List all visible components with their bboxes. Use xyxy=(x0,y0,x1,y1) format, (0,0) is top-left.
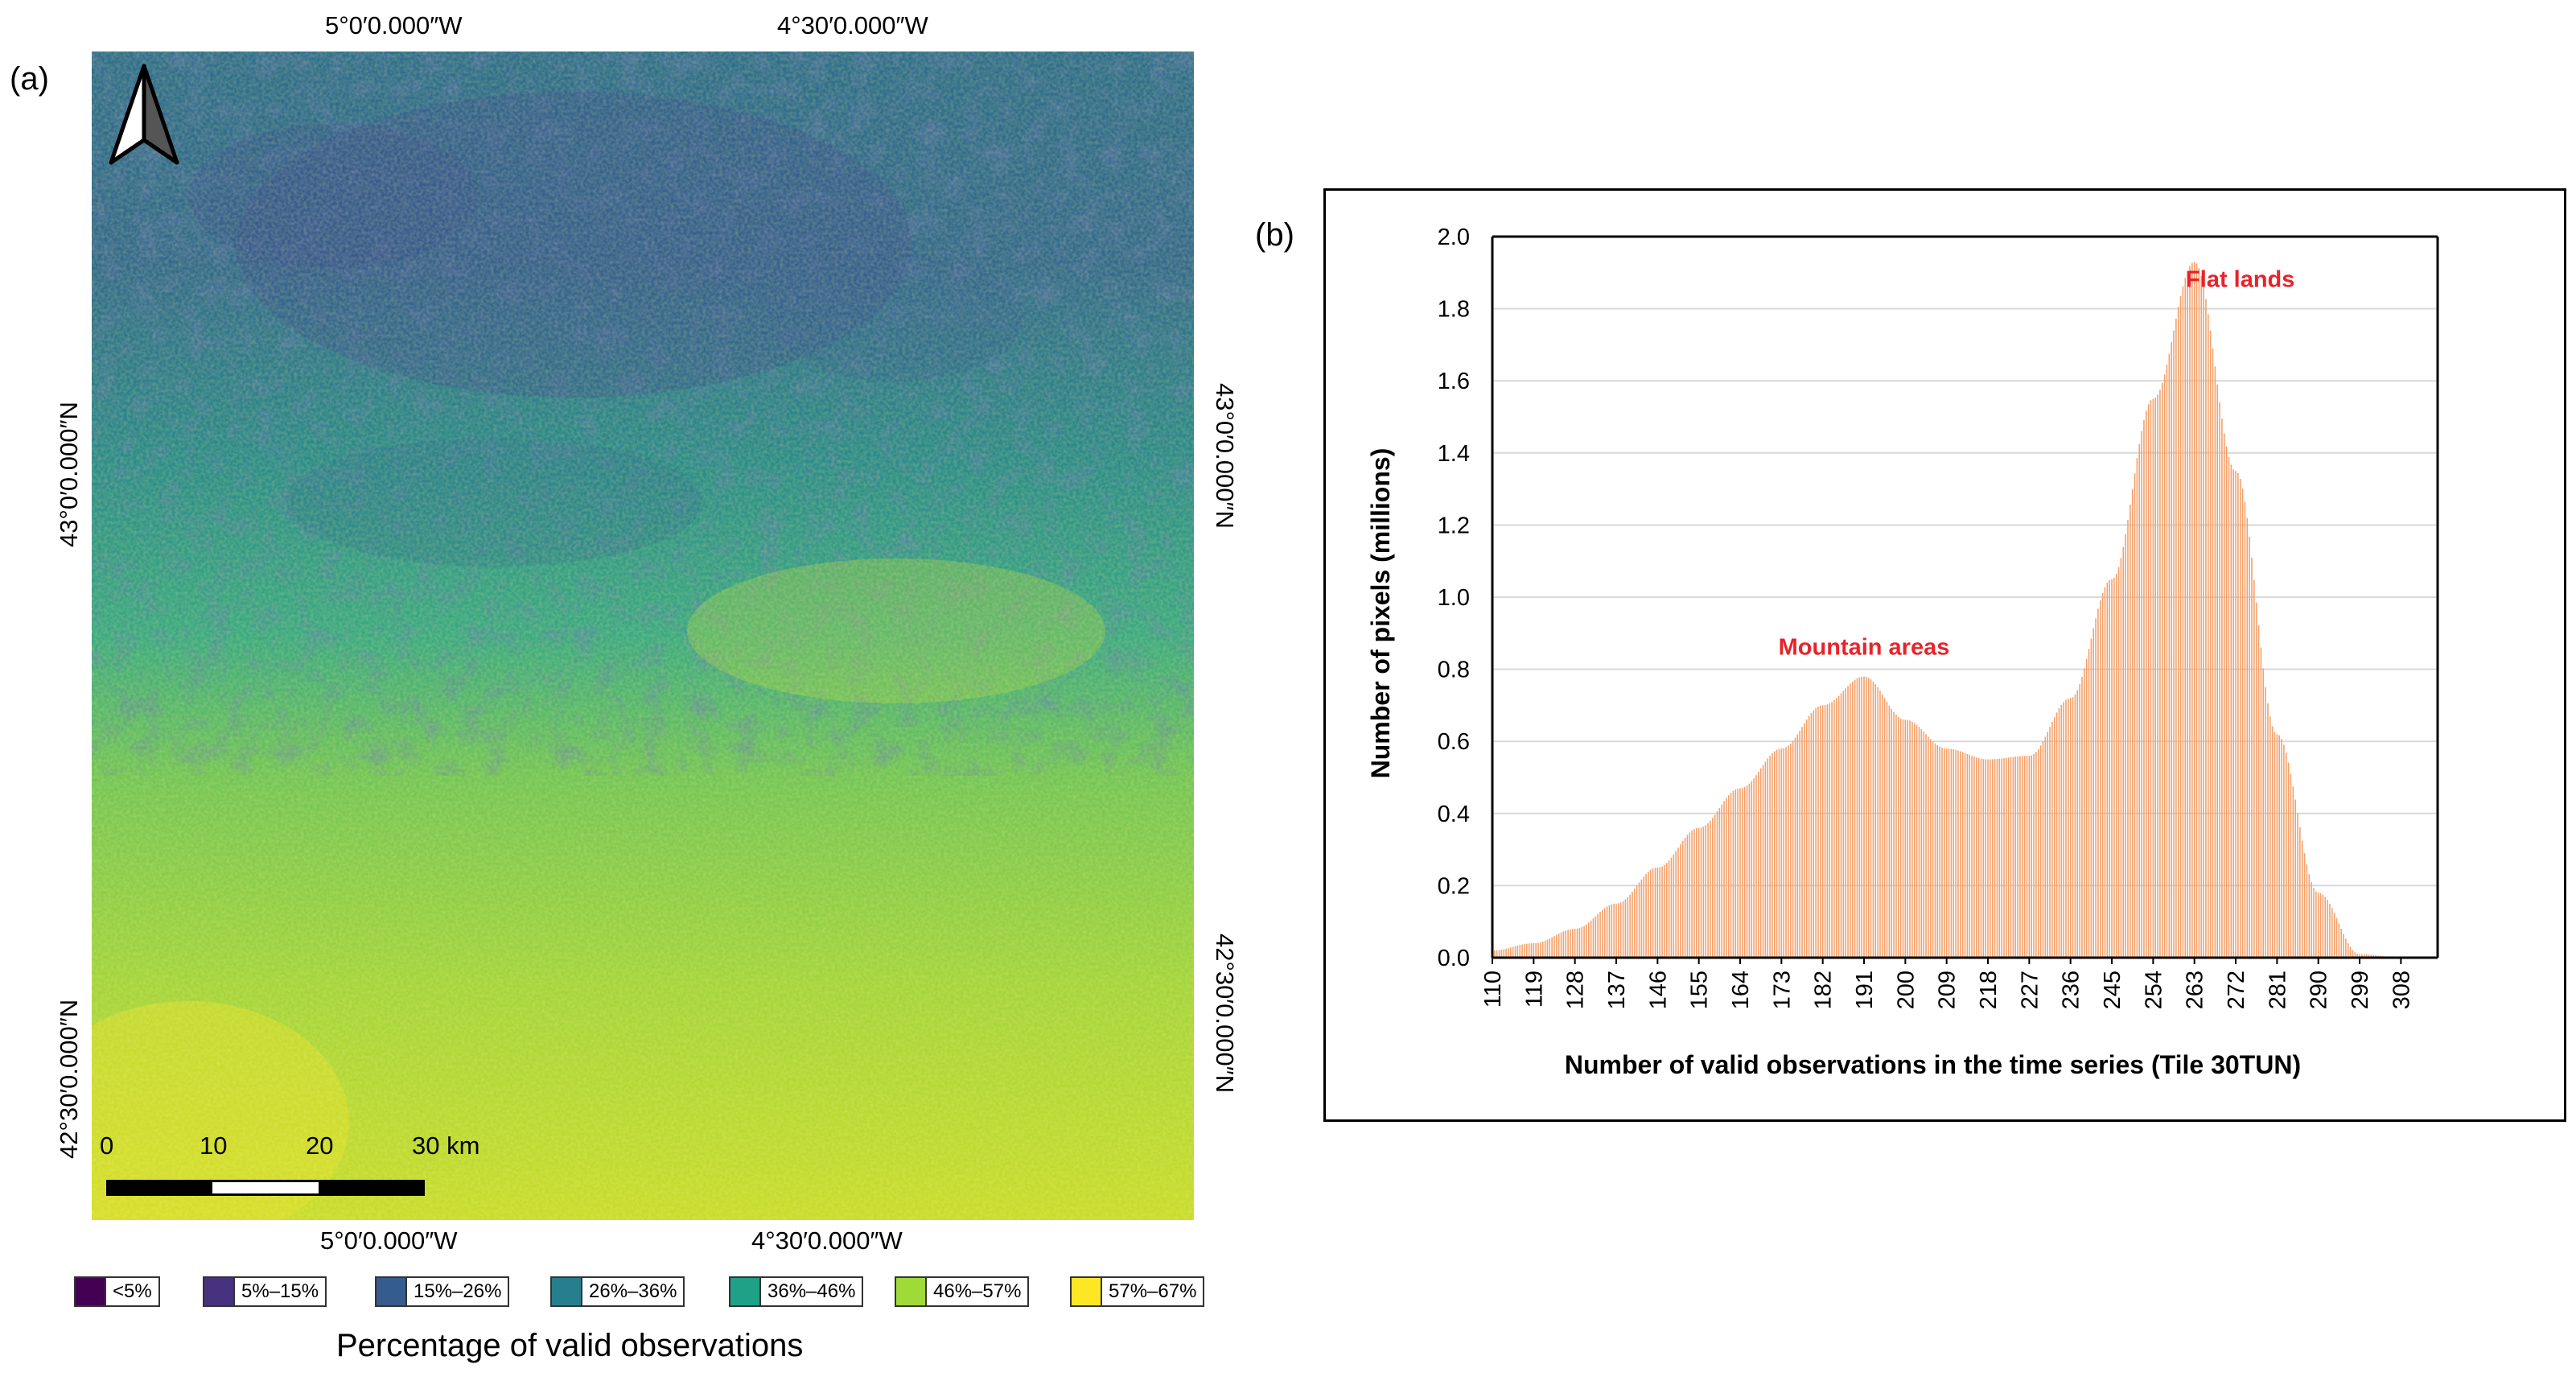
chart-annotation: Flat lands xyxy=(2186,267,2294,293)
legend-swatch xyxy=(550,1276,582,1307)
legend-item: 5%–15% xyxy=(203,1276,327,1307)
legend-label: <5% xyxy=(106,1276,160,1307)
y-tick-label: 1.6 xyxy=(1438,369,1470,394)
y-tick-label: 0.2 xyxy=(1438,873,1470,899)
x-tick-label: 272 xyxy=(2224,971,2249,1009)
legend-label: 46%–57% xyxy=(927,1276,1030,1307)
y-tick-label: 2.0 xyxy=(1438,225,1470,250)
x-tick-label: 254 xyxy=(2141,971,2167,1009)
x-axis-title: Number of valid observations in the time… xyxy=(1565,1050,2301,1079)
top-coord-right: 4°30′0.000″W xyxy=(777,11,928,39)
y-tick-label: 0.0 xyxy=(1438,946,1470,971)
legend-label: 15%–26% xyxy=(407,1276,510,1307)
right-coord-top: 43°0′0.000″N xyxy=(1211,383,1239,529)
top-coord-left: 5°0′0.000″W xyxy=(325,11,463,39)
y-tick-label: 1.8 xyxy=(1438,297,1470,323)
map-raster xyxy=(92,52,1194,1220)
y-tick-label: 1.0 xyxy=(1438,585,1470,611)
left-coord-bottom: 42°30′0.000″N xyxy=(55,999,83,1159)
legend-swatch xyxy=(74,1276,106,1307)
scalebar: 0 10 20 30 km xyxy=(92,1130,510,1210)
x-tick-label: 155 xyxy=(1687,971,1713,1009)
x-tick-label: 110 xyxy=(1480,971,1506,1008)
legend-title: Percentage of valid observations xyxy=(336,1328,804,1363)
panel-b-label: (b) xyxy=(1255,217,1294,253)
legend-swatch xyxy=(375,1276,407,1307)
valid-observations-map: 0 10 20 30 km xyxy=(92,52,1194,1220)
legend-item: <5% xyxy=(74,1276,160,1307)
legend-label: 5%–15% xyxy=(235,1276,327,1307)
scalebar-label-0: 0 xyxy=(100,1131,114,1160)
scalebar-label-20: 20 xyxy=(306,1131,334,1160)
x-tick-label: 227 xyxy=(2017,971,2043,1009)
x-tick-label: 218 xyxy=(1976,971,2002,1009)
legend-swatch xyxy=(1070,1276,1102,1307)
bottom-coord-right: 4°30′0.000″W xyxy=(751,1226,903,1255)
x-tick-label: 308 xyxy=(2389,971,2414,1009)
histogram-chart: 0.0 0.2 0.4 0.6 0.8 1.0 1.2 1.4 1.6 1.8 2.0 110 119 1… xyxy=(1366,225,2439,1079)
x-tick-label: 290 xyxy=(2306,971,2332,1009)
legend-item: 36%–46% xyxy=(729,1276,864,1307)
chart-annotation: Mountain areas xyxy=(1779,635,1950,661)
x-tick-label: 263 xyxy=(2183,971,2208,1009)
x-tick-label: 191 xyxy=(1852,971,1878,1009)
x-tick-label: 128 xyxy=(1563,971,1589,1009)
left-coord-top: 43°0′0.000″N xyxy=(55,402,83,547)
legend-label: 36%–46% xyxy=(761,1276,864,1307)
x-tick-label: 173 xyxy=(1769,971,1795,1009)
right-coord-bottom: 42°30′0.000″N xyxy=(1211,934,1239,1094)
x-tick-label: 236 xyxy=(2059,971,2084,1009)
x-tick-label: 299 xyxy=(2348,971,2373,1009)
x-tick-label: 281 xyxy=(2265,971,2290,1009)
legend-swatch xyxy=(203,1276,235,1307)
panel-a-label: (a) xyxy=(10,61,49,97)
y-tick-label: 1.2 xyxy=(1438,513,1470,538)
y-tick-label: 0.8 xyxy=(1438,657,1470,683)
y-tick-label: 1.4 xyxy=(1438,441,1470,467)
y-tick-label: 0.4 xyxy=(1438,802,1470,827)
legend-swatch xyxy=(895,1276,927,1307)
x-tick-label: 137 xyxy=(1604,971,1630,1009)
north-arrow-icon xyxy=(109,64,179,165)
x-tick-label: 245 xyxy=(2100,971,2125,1009)
legend-label: 57%–67% xyxy=(1102,1276,1205,1307)
scalebar-label-10: 10 xyxy=(200,1131,228,1160)
x-tick-label: 119 xyxy=(1521,971,1547,1008)
scalebar-label-30km: 30 km xyxy=(412,1131,480,1160)
legend-item: 46%–57% xyxy=(895,1276,1030,1307)
legend-swatch xyxy=(729,1276,761,1307)
x-tick-label: 146 xyxy=(1645,971,1671,1009)
x-tick-label: 200 xyxy=(1893,971,1919,1009)
legend-item: 26%–36% xyxy=(550,1276,685,1307)
chart-frame xyxy=(1323,188,2566,1122)
legend-item: 15%–26% xyxy=(375,1276,510,1307)
y-axis-title: Number of pixels (millions) xyxy=(1366,448,1395,779)
legend-item: 57%–67% xyxy=(1070,1276,1205,1307)
legend-label: 26%–36% xyxy=(582,1276,685,1307)
y-tick-label: 0.6 xyxy=(1438,729,1470,755)
x-tick-label: 182 xyxy=(1811,971,1837,1009)
bottom-coord-left: 5°0′0.000″W xyxy=(320,1226,458,1255)
x-tick-label: 164 xyxy=(1728,971,1754,1009)
x-tick-label: 209 xyxy=(1935,971,1961,1009)
